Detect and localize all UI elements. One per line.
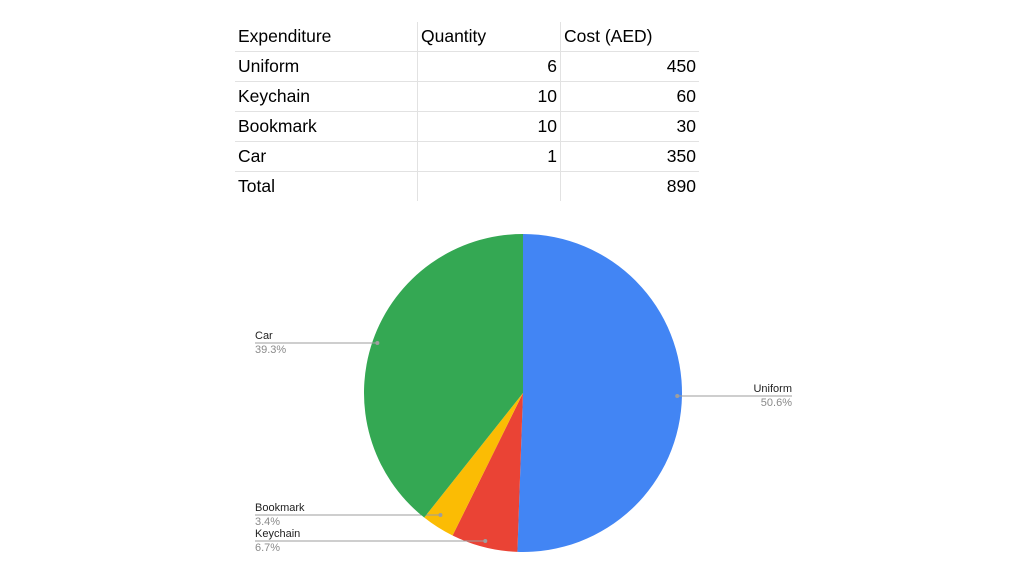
table-cell: 350 <box>560 141 699 172</box>
table-cell: 30 <box>560 111 699 142</box>
pie-slice-uniform <box>517 234 683 552</box>
table-cell: 1 <box>417 141 561 172</box>
table-row: Bookmark 10 30 <box>235 111 699 142</box>
slice-label-bookmark: Bookmark <box>255 502 305 514</box>
table-row: Keychain 10 60 <box>235 81 699 112</box>
slice-percent-car: 39.3% <box>255 344 286 356</box>
pie-slice-bookmark <box>424 393 523 536</box>
table-cell: Bookmark <box>235 111 418 142</box>
column-header-quantity: Quantity <box>417 22 561 52</box>
leader-dot <box>675 394 680 398</box>
table-cell: Car <box>235 141 418 172</box>
expenditure-table: Expenditure Quantity Cost (AED) Uniform … <box>235 22 699 201</box>
pie-slice-car <box>363 234 523 518</box>
slice-label-uniform: Uniform <box>753 383 792 395</box>
leader-dot <box>375 341 380 345</box>
slice-label-keychain: Keychain <box>255 528 300 540</box>
table-cell: 450 <box>560 51 699 82</box>
table-cell: 10 <box>417 111 561 142</box>
leader-dot <box>438 513 443 517</box>
slice-label-car: Car <box>255 330 273 342</box>
table-header-row: Expenditure Quantity Cost (AED) <box>235 22 699 52</box>
pie-slice-keychain <box>452 393 523 552</box>
table-cell: Keychain <box>235 81 418 112</box>
table-cell: 6 <box>417 51 561 82</box>
slice-percent-uniform: 50.6% <box>761 397 792 409</box>
slice-percent-keychain: 6.7% <box>255 542 280 554</box>
table-cell: 890 <box>666 176 696 196</box>
column-header-cost: Cost (AED) <box>560 22 699 52</box>
table-row: Car 1 350 <box>235 141 699 172</box>
table-cell: 60 <box>560 81 699 112</box>
slice-percent-bookmark: 3.4% <box>255 516 280 528</box>
leader-dot <box>483 539 488 543</box>
table-cell: Uniform <box>235 51 418 82</box>
table-cell <box>417 171 561 201</box>
table-cell: Total <box>235 171 418 201</box>
table-cell: 10 <box>417 81 561 112</box>
column-header-expenditure: Expenditure <box>235 22 418 52</box>
table-row-total: Total 890 <box>235 171 699 201</box>
table-row: Uniform 6 450 <box>235 51 699 82</box>
